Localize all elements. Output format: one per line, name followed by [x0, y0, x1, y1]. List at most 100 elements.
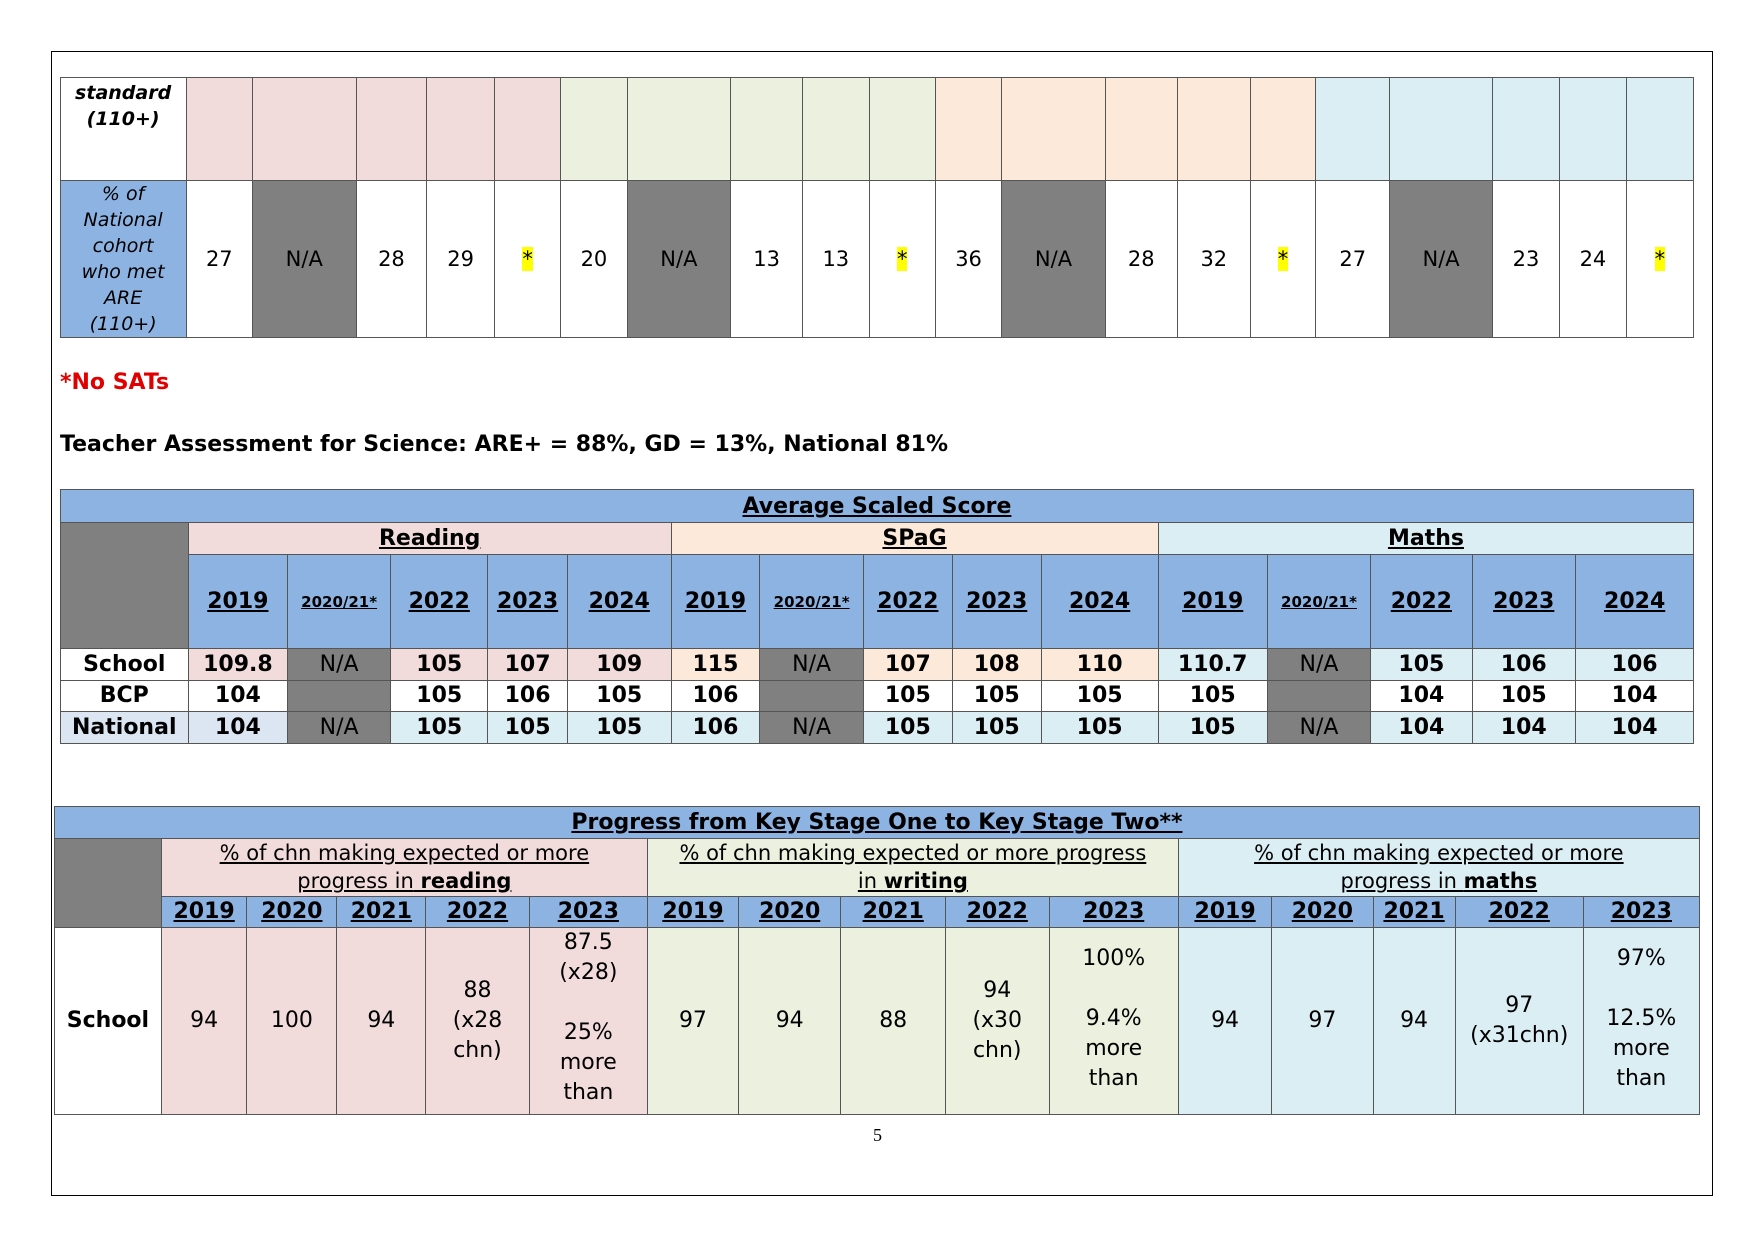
row-label: standard (110+)	[59, 76, 187, 181]
value: N/A	[319, 714, 359, 740]
value-cell: 109	[567, 648, 672, 681]
value-cell: 105	[862, 679, 953, 712]
value-box: 100	[248, 1006, 336, 1036]
color-cell	[1104, 76, 1178, 181]
value: N/A	[1299, 714, 1339, 740]
table-row: standard (110+)	[59, 76, 1695, 181]
value-cell: N/A	[286, 711, 392, 744]
value-cell	[1266, 679, 1372, 712]
subject-cell: Reading	[187, 522, 672, 555]
value: 110.7	[1177, 651, 1248, 677]
line: 12.5%	[1606, 1006, 1677, 1031]
value-box: 97	[648, 1006, 737, 1036]
row-label: BCP	[59, 679, 189, 712]
year: 2021	[350, 899, 412, 925]
year: 2020/21*	[1281, 592, 1357, 611]
value: 105	[416, 714, 463, 740]
year-cell: 2020/21*	[286, 553, 392, 649]
table: Average Scaled Score Reading SPaG Maths 2019…	[59, 489, 1695, 744]
value-cell: 104	[1370, 679, 1473, 712]
year-cell: 2019	[187, 553, 288, 649]
value: 88	[879, 1007, 908, 1033]
line: 100%	[1082, 946, 1146, 971]
value-box: 97 (x31chn)	[1456, 991, 1582, 1051]
subject-emphasis: maths	[1463, 869, 1538, 894]
line: (x28	[452, 1007, 503, 1033]
value-cell: N/A	[626, 180, 732, 338]
subject: Maths	[1387, 525, 1464, 551]
value-cell: 88	[840, 927, 946, 1115]
color-cell	[1625, 76, 1695, 181]
year: 2020	[759, 899, 821, 925]
value: 106	[692, 714, 739, 740]
color-cell	[426, 76, 495, 181]
year: 2019	[207, 588, 269, 614]
value: 105	[1189, 683, 1236, 709]
value: 104	[1611, 683, 1658, 709]
value-cell: 105	[1040, 679, 1159, 712]
row-label-text: National	[72, 714, 177, 740]
line: 97	[1505, 992, 1534, 1018]
value-cell: 87.5 (x28) 25% more than	[528, 927, 648, 1115]
value: 94	[190, 1007, 219, 1033]
value: *	[1654, 247, 1666, 271]
paragraph: 87.5 (x28)	[530, 928, 646, 988]
year: 2022	[966, 899, 1028, 925]
value-cell: 106	[670, 679, 761, 712]
subject-cell: Maths	[1157, 522, 1695, 555]
value-box: 94	[338, 1006, 425, 1036]
year-cell: 2022	[862, 553, 953, 649]
color-cell	[802, 76, 870, 181]
value-cell: 104	[187, 711, 288, 744]
value: 104	[214, 714, 261, 740]
value: 13	[822, 247, 850, 271]
value: N/A	[792, 714, 832, 740]
line: 25%	[563, 1020, 613, 1045]
color-cell	[1559, 76, 1627, 181]
paragraph: 9.4% more than	[1050, 1004, 1177, 1094]
value-cell: 28	[355, 180, 428, 338]
year-cell: 2021	[1372, 895, 1456, 928]
table-row: Average Scaled Score	[59, 489, 1695, 523]
year: 2022	[877, 588, 939, 614]
value: 28	[378, 247, 405, 271]
subject-text: % of chn making expected or more progres…	[219, 841, 590, 894]
value: 20	[580, 247, 608, 271]
year: 2023	[1493, 588, 1555, 614]
value: *	[1277, 247, 1289, 271]
value-cell: N/A	[1266, 648, 1372, 681]
value: 107	[504, 651, 551, 677]
value: 23	[1512, 247, 1540, 271]
value-cell: 104	[1471, 711, 1576, 744]
value-cell: 13	[730, 180, 804, 338]
table-row: Progress from Key Stage One to Key Stage…	[54, 805, 1700, 840]
line: than	[1088, 1066, 1139, 1091]
value: 109	[596, 651, 643, 677]
year-cell: 2021	[840, 895, 946, 928]
value-box: 88 (x28 chn)	[427, 976, 529, 1066]
year-cell: 2020/21*	[1266, 553, 1372, 649]
value-cell: *	[1249, 180, 1317, 338]
year: 2020	[261, 899, 323, 925]
value-cell: 104	[187, 679, 288, 712]
year: 2023	[1610, 899, 1672, 925]
color-cell	[730, 76, 804, 181]
year-cell: 2019	[1157, 553, 1268, 649]
value-cell: 104	[1574, 711, 1695, 744]
subject: % of chn making expected or more progres…	[648, 840, 1177, 895]
value: 105	[973, 714, 1020, 740]
value-cell: 32	[1176, 180, 1251, 338]
line: more	[559, 1050, 617, 1075]
subject-cell: % of chn making expected or more progres…	[1177, 838, 1700, 897]
year: 2022	[1390, 588, 1452, 614]
table-title: Progress from Key Stage One to Key Stage…	[571, 809, 1183, 835]
value-box: 88	[842, 1006, 945, 1036]
value: 104	[1500, 714, 1547, 740]
year-cell: 2021	[336, 895, 427, 928]
value: 105	[596, 683, 643, 709]
color-cell	[493, 76, 562, 181]
value-cell: 13	[802, 180, 870, 338]
value: 28	[1127, 247, 1155, 271]
value-cell: 105	[390, 711, 489, 744]
